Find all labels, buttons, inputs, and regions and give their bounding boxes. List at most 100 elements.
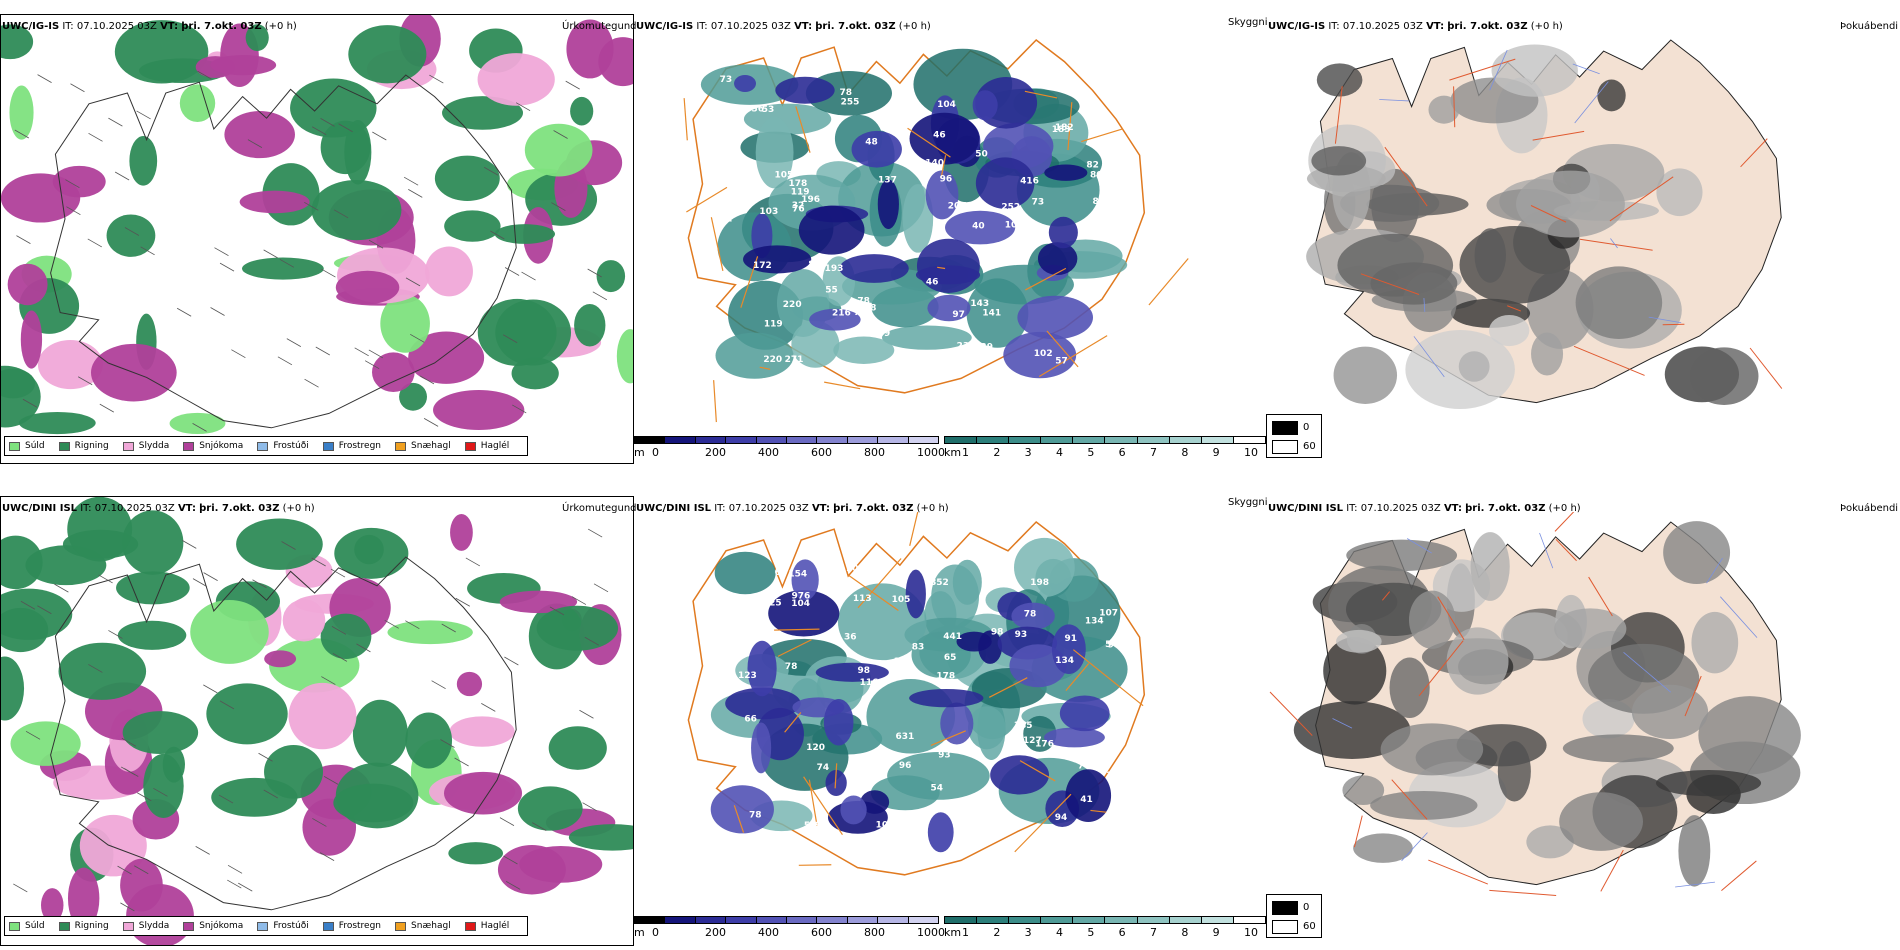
ceiling-value-label: 357 (1106, 771, 1125, 781)
it-value: 07.10.2025 03Z (1342, 21, 1423, 32)
colorbar-tick-label: 400 (758, 446, 779, 459)
ceiling-blob (983, 122, 1054, 170)
ceiling-value-label: 57 (1055, 356, 1068, 366)
model-name: UWC/DINI ISL (636, 503, 712, 514)
panel-header-fog-top: UWC/IG-IS IT: 07.10.2025 03Z VT: þri. 7.… (1268, 21, 1563, 33)
fog-map-top (1306, 39, 1783, 410)
colorbar-tick-label: 0 (652, 926, 659, 939)
legend-item: Snæhagl (395, 921, 451, 931)
road-line (824, 381, 861, 390)
ceiling-value-label: 55 (825, 286, 838, 296)
ceiling-value-label: 84 (1093, 197, 1106, 207)
road-line (1072, 649, 1144, 707)
colorbar-tick-label: 1000 (917, 446, 945, 459)
colorbar-cell (878, 437, 909, 443)
precip-blob (58, 642, 147, 700)
colorbar-tick-label: 6 (1118, 446, 1126, 459)
fog-blob (1698, 696, 1801, 775)
wind-barb (197, 70, 212, 80)
precip-blob (224, 111, 295, 159)
wind-barb (120, 902, 135, 912)
legend-label: Súld (25, 441, 45, 451)
road-line (1609, 176, 1674, 222)
ceiling-value-label: 93 (938, 750, 951, 760)
wind-barb (483, 166, 499, 176)
precip-blob (380, 294, 430, 353)
ceiling-value-label: 143 (970, 299, 989, 309)
colorbar-tick-label: 6 (1118, 926, 1126, 939)
ceiling-blob (990, 755, 1050, 795)
ceiling-value-label: 76 (792, 204, 805, 214)
road-line (907, 127, 951, 158)
ceiling-value-label: 976 (792, 591, 811, 601)
precip-blob (433, 390, 525, 430)
ceiling-value-label: 142 (1078, 360, 1097, 370)
precip-blob (41, 888, 64, 923)
wind-barb (565, 80, 580, 90)
road-line (683, 98, 688, 141)
visibility-blob (715, 332, 794, 379)
fog-panel-bottom (1266, 512, 1900, 932)
wind-barb (14, 129, 30, 139)
ceiling-value-label: 103 (724, 598, 743, 608)
colorbar-cell (817, 437, 848, 443)
ceiling-value-label: 88 (1056, 833, 1069, 843)
panel-header-visibility-top: UWC/IG-IS IT: 07.10.2025 03Z VT: þri. 7.… (636, 21, 931, 33)
legend-label: Frostúði (273, 441, 309, 451)
precip-blob (333, 783, 414, 823)
legend-swatch (58, 921, 70, 931)
ceiling-blob (877, 179, 899, 230)
wind-barb (571, 596, 587, 605)
precip-blob (524, 123, 593, 177)
visibility-blob (714, 551, 776, 595)
colorbar-cell (1137, 917, 1170, 923)
wind-barb (311, 126, 327, 136)
legend-item: Frostúði (257, 441, 309, 451)
ceiling-blob (1037, 242, 1078, 276)
colorbar-tick-label: 8 (1181, 446, 1189, 459)
precip-blob (67, 497, 133, 562)
wind-barb (65, 179, 80, 189)
wind-barb (504, 267, 520, 276)
precip-blob (335, 270, 400, 305)
ceiling-value-label: 40 (972, 222, 985, 232)
model-name: UWC/IG-IS (1268, 21, 1326, 32)
ceiling-blob (1059, 695, 1110, 732)
ceiling-value-label: 308 (858, 303, 877, 313)
ceiling-value-label: 65 (944, 653, 957, 663)
legend-label: Rigning (74, 441, 109, 451)
precip-blob (408, 331, 485, 384)
colorbar-tick-label: 4 (1056, 926, 1063, 939)
wind-barb (117, 865, 132, 875)
colorbar-strip (634, 916, 939, 924)
wind-barb (320, 118, 335, 127)
precip-blob (372, 352, 415, 392)
fog-blob (1333, 346, 1398, 404)
wind-barb (210, 307, 225, 316)
river-line (1413, 336, 1445, 378)
ceiling-value-label: 92 (752, 616, 765, 626)
precip-blob (67, 867, 100, 930)
ceiling-blob (1048, 216, 1078, 249)
wind-barb (454, 757, 469, 767)
ceiling-value-label: 120 (806, 743, 825, 753)
colorbar-tick-label: 800 (864, 926, 885, 939)
legend-label: Slydda (138, 441, 170, 451)
legend-item: Frostregn (322, 441, 381, 451)
wind-barb (192, 423, 207, 432)
colorbar-cell (1233, 437, 1265, 443)
ceiling-value-label: 98 (991, 627, 1004, 637)
wind-barb (263, 789, 278, 799)
road-line (1555, 538, 1577, 562)
precip-blob (320, 613, 372, 659)
road-line (1579, 238, 1653, 251)
precip-blob (354, 534, 384, 565)
ceiling-value-label: 631 (896, 732, 915, 742)
fog-blob (1380, 723, 1484, 776)
road-line (1684, 675, 1702, 717)
road-line (1532, 130, 1585, 141)
ceiling-blob (927, 294, 971, 322)
model-name: UWC/DINI ISL (2, 503, 78, 514)
model-name: UWC/IG-IS (636, 21, 694, 32)
